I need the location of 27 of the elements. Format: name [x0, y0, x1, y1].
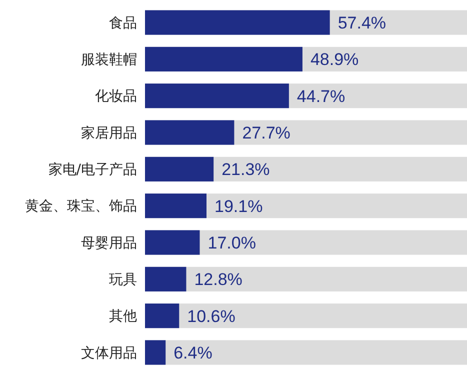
data-label: 6.4% [174, 343, 212, 362]
data-label: 48.9% [310, 50, 359, 70]
data-label: 44.7% [296, 86, 346, 106]
y-tick-label: 家居用品 [81, 125, 137, 142]
y-tick-label: 文体用品 [81, 345, 137, 362]
data-label: 21.3% [222, 160, 270, 180]
bar [145, 120, 234, 145]
bar [145, 230, 200, 255]
y-tick-label: 食品 [109, 15, 137, 32]
data-label: 12.8% [194, 270, 242, 290]
data-label: 27.7% [242, 123, 290, 142]
y-tick-label: 家电/电子产品 [48, 162, 137, 178]
bar [145, 340, 166, 365]
y-tick-label: 服装鞋帽 [81, 52, 137, 68]
y-tick-label: 母婴用品 [81, 235, 137, 252]
y-tick-label: 玩具 [109, 272, 137, 288]
data-label: 17.0% [208, 233, 256, 252]
data-label: 57.4% [338, 13, 386, 32]
data-label: 10.6% [187, 306, 236, 326]
data-label: 19.1% [214, 196, 263, 216]
y-tick-label: 其他 [109, 308, 137, 325]
y-tick-label: 黄金、珠宝、饰品 [25, 198, 137, 215]
bar [145, 194, 206, 218]
y-tick-label: 化妆品 [95, 88, 137, 105]
bar [145, 266, 186, 292]
bar [145, 304, 180, 328]
bar [145, 156, 214, 182]
